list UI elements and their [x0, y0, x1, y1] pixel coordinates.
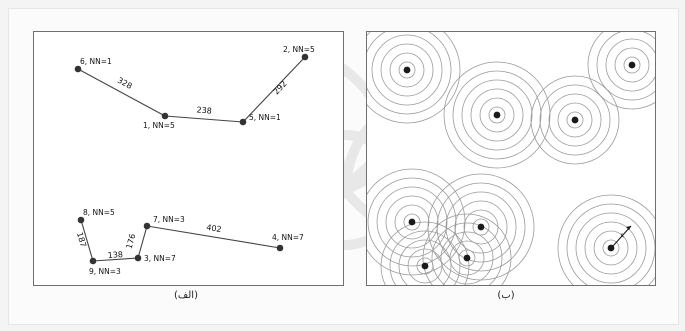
node-label-8: 8, NN=5 — [83, 208, 115, 217]
ring-3-2 — [557, 102, 593, 138]
circle-center-5 — [408, 218, 416, 226]
edge-weight-3-7: 176 — [125, 233, 138, 250]
circle-center-3 — [571, 116, 579, 124]
ring-3-1 — [566, 111, 584, 129]
edge-9-3 — [92, 257, 139, 262]
circles-canvas: r — [367, 32, 655, 285]
radius-arrow-icon — [626, 226, 631, 230]
ring-9-2 — [593, 230, 629, 266]
ring-1-6 — [367, 32, 461, 124]
panel-a-graph: 328 238 292 187 138 176 402 6, NN=1 2, NN=5 1, N… — [33, 31, 344, 286]
ring-4-3 — [605, 38, 655, 92]
ring-8-3 — [440, 231, 494, 285]
ring-9-3 — [584, 221, 638, 275]
ring-6-1 — [472, 218, 490, 236]
node-label-9: 9, NN=3 — [89, 267, 121, 276]
circle-center-1 — [403, 66, 411, 74]
ring-1-1 — [398, 61, 416, 79]
ring-8-4 — [431, 222, 503, 285]
circle-center-8 — [463, 254, 471, 262]
ring-9-5 — [566, 203, 655, 285]
node-4 — [276, 244, 284, 252]
ring-3-3 — [548, 93, 602, 147]
caption-b: (ب) — [497, 290, 515, 301]
node-9 — [89, 257, 97, 265]
ring-1-3 — [380, 43, 434, 97]
ring-4-1 — [623, 56, 641, 74]
ring-2-3 — [470, 88, 524, 142]
radius-line — [612, 225, 632, 247]
ring-2-4 — [461, 79, 533, 151]
ring-8-1 — [458, 249, 476, 267]
node-1 — [161, 112, 169, 120]
ring-9-6 — [557, 194, 655, 285]
edge-weight-5-2: 292 — [272, 79, 289, 96]
ring-9-1 — [602, 239, 620, 257]
panel-b-circles: r — [366, 31, 656, 286]
ring-5-4 — [376, 186, 448, 258]
edge-3-7 — [137, 225, 148, 259]
ring-6-3 — [454, 200, 508, 254]
ring-2-1 — [488, 106, 506, 124]
node-label-4: 4, NN=7 — [272, 233, 304, 242]
edge-5-2 — [242, 56, 306, 123]
edge-weight-8-9: 187 — [75, 231, 88, 248]
edge-7-4 — [146, 225, 281, 249]
edge-weight-9-3: 138 — [107, 250, 123, 260]
node-8 — [77, 216, 85, 224]
node-label-5: 5, NN=1 — [249, 113, 281, 122]
node-label-3: 3, NN=7 — [144, 254, 176, 263]
circle-center-2 — [493, 111, 501, 119]
radius-label: r — [619, 232, 627, 240]
caption-a: (الف) — [174, 290, 198, 301]
ring-1-4 — [371, 34, 443, 106]
ring-2-2 — [479, 97, 515, 133]
ring-1-5 — [367, 32, 452, 115]
ring-4-4 — [596, 32, 655, 101]
node-label-6: 6, NN=1 — [80, 57, 112, 66]
node-label-1: 1, NN=5 — [143, 121, 175, 130]
ring-7-5 — [380, 221, 470, 285]
node-label-7: 7, NN=3 — [153, 215, 185, 224]
ring-4-5 — [587, 32, 655, 110]
edge-8-9 — [80, 219, 94, 262]
ring-3-4 — [539, 84, 611, 156]
node-5 — [239, 118, 247, 126]
circle-center-7 — [421, 262, 429, 270]
circle-center-4 — [628, 61, 636, 69]
ring-5-5 — [367, 177, 457, 267]
node-6 — [74, 65, 82, 73]
edge-weight-6-1: 328 — [116, 76, 134, 91]
edge-weight-7-4: 402 — [206, 223, 223, 234]
ring-8-2 — [449, 240, 485, 276]
ring-9-4 — [575, 212, 647, 284]
edge-weight-1-5: 238 — [196, 105, 212, 115]
edge-6-1 — [77, 68, 166, 117]
node-2 — [301, 53, 309, 61]
ring-8-5 — [422, 213, 512, 285]
ring-7-3 — [398, 239, 452, 285]
ring-7-4 — [389, 230, 461, 285]
ring-4-2 — [614, 47, 650, 83]
circle-center-9 — [607, 244, 615, 252]
ring-1-2 — [389, 52, 425, 88]
ring-2-6 — [443, 61, 551, 169]
ring-2-5 — [452, 70, 542, 160]
node-label-2: 2, NN=5 — [283, 45, 315, 54]
ring-6-5 — [436, 182, 526, 272]
node-7 — [143, 222, 151, 230]
node-3 — [134, 254, 142, 262]
ring-3-5 — [530, 75, 620, 165]
circle-center-6 — [477, 223, 485, 231]
ring-5-3 — [385, 195, 439, 249]
edge-1-5 — [164, 115, 244, 123]
